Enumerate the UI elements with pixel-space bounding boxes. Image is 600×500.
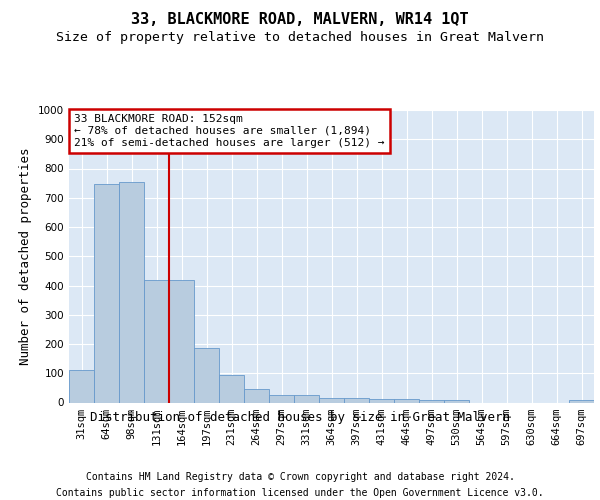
- Bar: [144, 280, 169, 402]
- Text: 33, BLACKMORE ROAD, MALVERN, WR14 1QT: 33, BLACKMORE ROAD, MALVERN, WR14 1QT: [131, 12, 469, 28]
- Bar: [444, 400, 469, 402]
- Text: Contains public sector information licensed under the Open Government Licence v3: Contains public sector information licen…: [56, 488, 544, 498]
- Text: 33 BLACKMORE ROAD: 152sqm
← 78% of detached houses are smaller (1,894)
21% of se: 33 BLACKMORE ROAD: 152sqm ← 78% of detac…: [74, 114, 385, 148]
- Bar: [344, 398, 369, 402]
- Bar: [569, 400, 594, 402]
- Bar: [294, 395, 319, 402]
- Bar: [94, 184, 119, 402]
- Y-axis label: Number of detached properties: Number of detached properties: [19, 148, 32, 365]
- Text: Size of property relative to detached houses in Great Malvern: Size of property relative to detached ho…: [56, 31, 544, 44]
- Bar: [394, 399, 419, 402]
- Bar: [219, 374, 244, 402]
- Bar: [119, 182, 144, 402]
- Bar: [169, 280, 194, 402]
- Bar: [69, 370, 94, 402]
- Text: Contains HM Land Registry data © Crown copyright and database right 2024.: Contains HM Land Registry data © Crown c…: [86, 472, 514, 482]
- Bar: [319, 398, 344, 402]
- Bar: [194, 348, 219, 403]
- Bar: [244, 389, 269, 402]
- Bar: [369, 399, 394, 402]
- Bar: [419, 400, 444, 402]
- Bar: [269, 395, 294, 402]
- Text: Distribution of detached houses by size in Great Malvern: Distribution of detached houses by size …: [90, 411, 510, 424]
